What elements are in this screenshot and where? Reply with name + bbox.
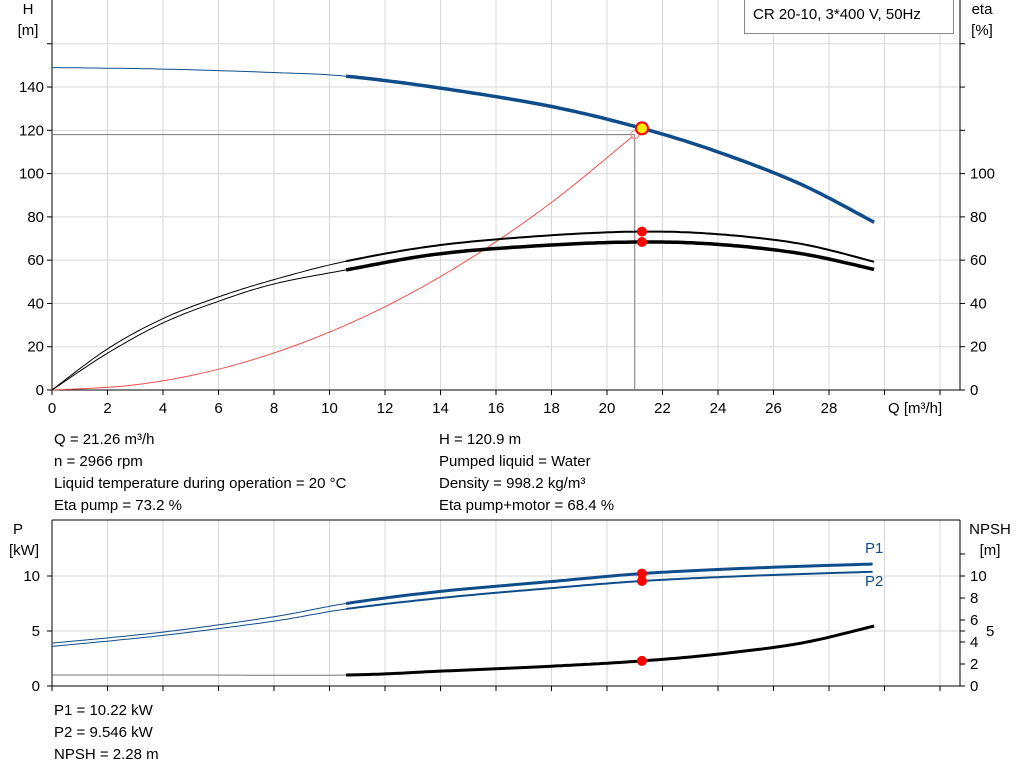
y-tick-label: 140 [19,79,44,96]
P1-curve [345,562,873,605]
requested-point-marker [630,130,640,140]
eta-pump-duty-marker [636,226,647,237]
x-tick-label: 16 [488,400,505,417]
y-tick-label: 120 [19,122,44,139]
eta-tick-label: 100 [970,166,995,183]
npsh-tick-label: 8 [970,590,978,607]
info-temperature: Liquid temperature during operation = 20… [54,475,347,492]
x-tick-label: 12 [377,400,394,417]
x-tick-label: 0 [48,400,56,417]
x-tick-label: 28 [821,400,838,417]
npsh-axis-unit: [m] [980,542,1001,559]
y-tick-label: 80 [27,209,44,226]
info-head: H = 120.9 m [439,431,522,448]
info-npsh: NPSH = 2.28 m [54,746,159,763]
eta-tick-label: 20 [970,339,987,356]
npsh-tick-label: 0 [970,678,978,695]
info-p1: P1 = 10.22 kW [54,702,153,719]
p-tick-label: 5 [32,623,40,640]
p-tick-label: 0 [32,678,40,695]
P2-curve [345,570,873,610]
x-tick-label: 2 [103,400,111,417]
NPSH-curve [346,624,875,677]
x-tick-label: 10 [321,400,338,417]
x-tick-label: 20 [599,400,616,417]
npsh-tick-label: 5 [986,623,994,640]
eta-tick-label: 80 [970,209,987,226]
npsh-tick-label: 2 [970,656,978,673]
eta-tick-label: 60 [970,252,987,269]
y-axis-title: H [23,1,34,18]
info-speed: n = 2966 rpm [54,453,143,470]
npsh-tick-label: 6 [970,612,978,629]
x-tick-label: 14 [432,400,449,417]
eta-tick-label: 40 [970,295,987,312]
system-curve [51,136,633,391]
x-tick-label: 22 [654,400,671,417]
npsh-axis-title: NPSH [969,521,1011,538]
npsh-tick-label: 10 [970,568,987,585]
info-liquid: Pumped liquid = Water [439,453,591,470]
info-q: Q = 21.26 m³/h [54,431,155,448]
info-p2: P2 = 9.546 kW [54,724,153,741]
x-tick-label: 24 [710,400,727,417]
npsh-duty-marker [636,655,647,666]
p-axis-title: P [13,521,23,538]
p1-series-label: P1 [865,540,883,557]
eta-tick-label: 0 [970,382,978,399]
x-tick-label: 6 [214,400,222,417]
info-eta-pump: Eta pump = 73.2 % [54,497,182,514]
P1-curve-thin [51,603,347,644]
p2-duty-marker [636,575,647,586]
p-axis-unit: [kW] [9,542,39,559]
eta_total-curve-thin [51,269,347,391]
eta-total-duty-marker [636,236,647,247]
eta_pump-curve-thin [51,260,347,391]
x-tick-label: 4 [159,400,167,417]
y-tick-label: 60 [27,252,44,269]
y-axis-unit: [m] [18,22,39,39]
y-tick-label: 100 [19,166,44,183]
info-eta-total: Eta pump+motor = 68.4 % [439,497,615,514]
legend-box: CR 20-10, 3*400 V, 50Hz [744,0,954,34]
info-density: Density = 998.2 kg/m³ [439,475,586,492]
y-tick-label: 40 [27,295,44,312]
x-tick-label: 26 [765,400,782,417]
P2-curve-thin [51,608,347,647]
eta-axis-unit: [%] [971,22,993,39]
p1-duty-marker [636,568,647,579]
p-tick-label: 10 [23,568,40,585]
H-curve [345,74,875,224]
eta-axis-title: eta [972,1,994,18]
x-tick-label: 8 [270,400,278,417]
npsh-tick-label: 4 [970,634,978,651]
y-tick-label: 20 [27,339,44,356]
H-curve-thin [52,67,347,77]
x-axis-label: Q [m³/h] [888,400,942,417]
x-tick-label: 18 [543,400,560,417]
duty-point-marker [634,121,649,136]
p2-series-label: P2 [865,573,883,590]
y-tick-label: 0 [36,382,44,399]
